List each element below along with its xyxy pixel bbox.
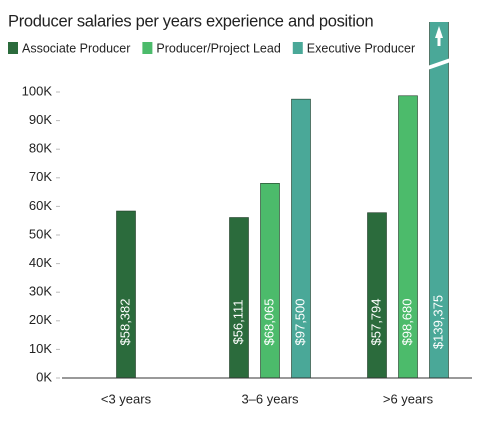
x-tick-label: 3–6 years [241, 391, 299, 406]
legend-text: Executive Producer [307, 41, 415, 55]
legend-text: Associate Producer [22, 41, 130, 55]
bar [367, 212, 387, 379]
y-tick-label: 80K [29, 141, 52, 156]
axis-break [427, 58, 451, 70]
bars [116, 22, 451, 379]
value-label: $56,111 [230, 299, 245, 344]
legend-text: Producer/Project Lead [156, 41, 280, 55]
x-tick-label: <3 years [101, 391, 152, 406]
y-tick-label: 70K [29, 169, 52, 184]
legend-swatch [292, 42, 303, 54]
bar [116, 210, 136, 379]
y-tick-label: 0K [36, 369, 52, 384]
y-tick-label: 100K [22, 83, 53, 98]
bar [260, 183, 280, 379]
overflow-arrow [435, 26, 443, 46]
y-tick-label: 60K [29, 198, 52, 213]
value-label: $139,375 [430, 295, 445, 349]
value-label: $58,382 [117, 299, 132, 346]
y-tick-label: 50K [29, 226, 52, 241]
value-label: $57,794 [368, 299, 383, 346]
value-label: $68,065 [261, 299, 276, 346]
legend-swatch [8, 42, 18, 54]
x-tick-label: >6 years [383, 391, 434, 406]
legend-swatch [142, 42, 153, 54]
y-tick-label: 20K [29, 312, 52, 327]
y-tick-label: 10K [29, 341, 52, 356]
chart-title: Producer salaries per years experience a… [8, 12, 373, 30]
value-label: $97,500 [292, 299, 307, 346]
value-label: $98,680 [399, 299, 414, 346]
y-tick-label: 30K [29, 284, 52, 299]
y-tick-label: 40K [29, 255, 52, 270]
y-tick-label: 90K [29, 112, 52, 127]
bar [229, 217, 249, 379]
